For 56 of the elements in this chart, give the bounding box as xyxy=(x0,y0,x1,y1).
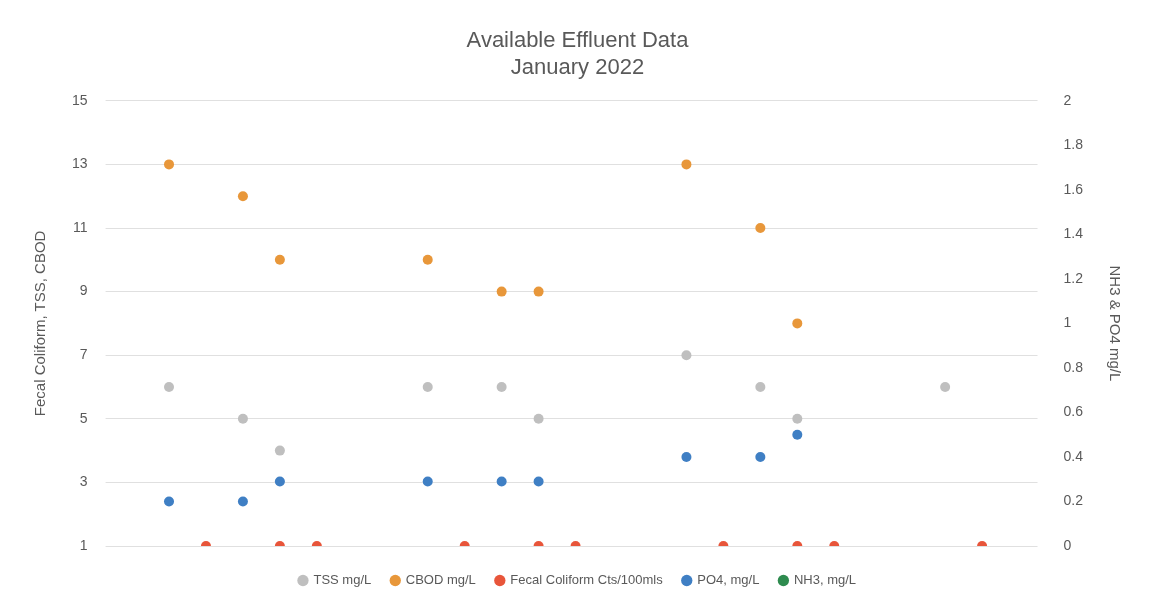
point xyxy=(496,286,507,297)
point xyxy=(792,318,803,329)
y2-tick-label: 0.6 xyxy=(1063,403,1084,420)
point xyxy=(164,159,175,170)
point xyxy=(164,496,175,507)
y2-tick-label: 0.4 xyxy=(1063,447,1084,464)
y-tick-label: 1 xyxy=(79,536,88,553)
point xyxy=(533,476,544,487)
chart-subtitle: January 2022 xyxy=(510,53,645,79)
point xyxy=(755,451,766,462)
y-tick-label: 13 xyxy=(71,155,88,172)
point xyxy=(274,445,285,456)
legend-label: CBOD mg/L xyxy=(405,572,476,588)
y2-tick-label: 1.8 xyxy=(1063,136,1084,153)
y2-tick-label: 0 xyxy=(1063,536,1072,553)
point xyxy=(496,476,507,487)
point xyxy=(422,476,433,487)
y-tick-label: 11 xyxy=(73,218,88,235)
y-tick-label: 7 xyxy=(79,346,88,363)
y2-tick-label: 0.8 xyxy=(1063,358,1084,375)
legend-label: TSS mg/L xyxy=(313,572,372,588)
y2-tick-label: 1.2 xyxy=(1063,269,1084,286)
point xyxy=(496,382,507,392)
y2-tick-label: 2 xyxy=(1063,91,1072,108)
point xyxy=(274,476,285,487)
point xyxy=(681,159,692,170)
legend-label: Fecal Coliform Cts/100mls xyxy=(510,572,664,588)
point xyxy=(274,254,285,265)
point xyxy=(237,496,248,507)
point xyxy=(237,191,248,202)
point xyxy=(422,254,433,265)
point xyxy=(164,382,175,392)
point xyxy=(533,413,544,424)
y-tick-label: 3 xyxy=(79,473,88,490)
y2-tick-label: 1 xyxy=(1063,314,1072,331)
y2-tick-label: 0.2 xyxy=(1063,492,1084,509)
point xyxy=(755,223,766,233)
y-tick-label: 9 xyxy=(79,282,88,299)
point xyxy=(422,382,433,392)
point xyxy=(755,382,766,392)
point xyxy=(681,350,692,361)
point xyxy=(792,429,803,440)
point xyxy=(940,382,951,392)
point xyxy=(533,286,544,297)
y-tick-label: 15 xyxy=(71,91,88,108)
y2-tick-label: 1.6 xyxy=(1063,180,1084,197)
y2-tick-label: 1.4 xyxy=(1063,225,1084,242)
point xyxy=(792,413,803,424)
legend-label: PO4, mg/L xyxy=(697,572,760,588)
point xyxy=(681,451,692,462)
legend-label: NH3, mg/L xyxy=(793,572,857,588)
point xyxy=(237,413,248,424)
y2-axis-title: NH3 & PO4 mg/L xyxy=(1106,265,1124,382)
y-axis-title: Fecal Coliform, TSS, CBOD xyxy=(31,230,49,417)
chart-title: Available Effluent Data xyxy=(466,27,690,53)
y-tick-label: 5 xyxy=(79,409,88,426)
